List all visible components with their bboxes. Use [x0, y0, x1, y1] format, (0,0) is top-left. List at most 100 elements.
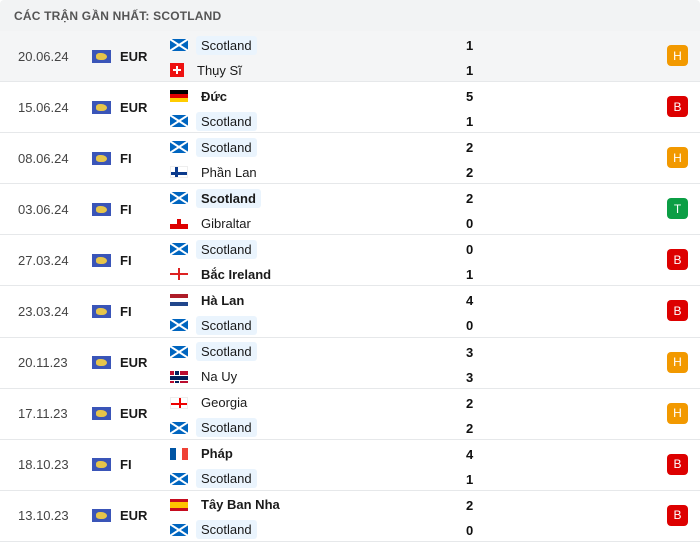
result-badge: T: [667, 198, 688, 220]
away-team[interactable]: Scotland: [170, 314, 257, 336]
team-name: Scotland: [196, 111, 257, 131]
home-team[interactable]: Georgia: [170, 392, 252, 414]
flag-france-icon: [170, 447, 188, 460]
home-team[interactable]: Tây Ban Nha: [170, 494, 285, 516]
home-team[interactable]: Scotland: [170, 34, 257, 56]
flag-scotland-icon: [170, 39, 188, 51]
competition-name: FI: [120, 252, 132, 268]
competition-world-icon: [92, 407, 111, 421]
home-score: 0: [466, 242, 474, 258]
away-team[interactable]: Phần Lan: [170, 161, 262, 183]
team-name: Đức: [201, 88, 228, 104]
competition-name: EUR: [120, 355, 148, 371]
away-team[interactable]: Na Uy: [170, 366, 242, 388]
flag-gibraltar-icon: [170, 217, 188, 230]
flag-scotland-icon: [170, 141, 188, 154]
match-date: 23.03.24: [18, 304, 69, 320]
home-team[interactable]: Scotland: [170, 341, 257, 363]
match-date: 20.11.23: [18, 355, 68, 371]
flag-scotland-icon: [170, 319, 188, 332]
competition-name: EUR: [120, 508, 148, 524]
result-badge: H: [667, 147, 688, 169]
match-date: 15.06.24: [18, 99, 69, 115]
competition: FI: [92, 440, 132, 490]
section-header: CÁC TRẬN GẦN NHẤT: SCOTLAND: [0, 0, 700, 31]
away-score: 1: [466, 471, 474, 487]
home-score: 2: [466, 497, 474, 513]
home-team[interactable]: Scotland: [170, 238, 257, 260]
competition-name: EUR: [120, 48, 148, 64]
team-name: Scotland: [196, 342, 257, 362]
away-team[interactable]: Scotland: [170, 468, 257, 490]
match-row[interactable]: 18.10.23 FI Pháp Scotland 4 1 B: [0, 440, 700, 491]
flag-spain-icon: [170, 498, 188, 511]
team-name: Bắc Ireland: [201, 266, 272, 282]
home-team[interactable]: Đức: [170, 85, 232, 107]
competition-world-icon: [92, 202, 111, 216]
flag-germany-icon: [170, 90, 188, 103]
away-team[interactable]: Bắc Ireland: [170, 263, 276, 285]
match-date: 03.06.24: [18, 201, 69, 217]
competition-name: FI: [120, 150, 132, 166]
competition-name: EUR: [120, 406, 148, 422]
flag-scotland-icon: [170, 523, 188, 536]
match-row[interactable]: 27.03.24 FI Scotland Bắc Ireland 0 1 B: [0, 235, 700, 287]
away-team[interactable]: Gibraltar: [170, 212, 256, 234]
team-name: Scotland: [196, 188, 261, 208]
home-score: 4: [466, 446, 474, 462]
result-badge: B: [667, 249, 688, 271]
match-row[interactable]: 17.11.23 EUR Georgia Scotland 2 2 H: [0, 389, 700, 440]
match-date: 20.06.24: [18, 48, 69, 64]
match-row[interactable]: 08.06.24 FI Scotland Phần Lan 2 2 H: [0, 133, 700, 185]
team-name: Georgia: [201, 395, 248, 411]
home-team[interactable]: Scotland: [170, 136, 257, 158]
match-row[interactable]: 23.03.24 FI Hà Lan Scotland 4 0 B: [0, 286, 700, 338]
result-badge: B: [667, 504, 688, 526]
away-score: 0: [466, 522, 474, 538]
away-team[interactable]: Thụy Sĩ: [170, 59, 247, 81]
home-score: 3: [466, 344, 474, 360]
competition-name: FI: [120, 201, 132, 217]
competition-world-icon: [92, 458, 111, 472]
away-team[interactable]: Scotland: [170, 110, 257, 132]
home-team[interactable]: Hà Lan: [170, 289, 249, 311]
competition: EUR: [92, 338, 147, 388]
team-name: Scotland: [196, 418, 257, 438]
competition-name: FI: [120, 457, 132, 473]
team-name: Gibraltar: [201, 215, 251, 231]
away-score: 3: [466, 369, 474, 385]
match-row[interactable]: 15.06.24 EUR Đức Scotland 5 1 B: [0, 82, 700, 134]
flag-georgia-icon: [170, 396, 188, 409]
team-name: Scotland: [196, 137, 257, 157]
team-name: Scotland: [196, 520, 257, 540]
match-row[interactable]: 20.11.23 EUR Scotland Na Uy 3 3 H: [0, 338, 700, 389]
team-name: Scotland: [196, 315, 257, 335]
match-row[interactable]: 13.10.23 EUR Tây Ban Nha Scotland 2 0 B: [0, 491, 700, 542]
home-team[interactable]: Pháp: [170, 443, 238, 465]
home-score: 4: [466, 293, 474, 309]
match-row[interactable]: 20.06.24 EUR Scotland Thụy Sĩ 1 1 H: [0, 31, 700, 83]
home-score: 2: [466, 191, 474, 207]
flag-finland-icon: [170, 166, 188, 179]
away-team[interactable]: Scotland: [170, 519, 257, 541]
flag-scotland-icon: [170, 421, 188, 434]
competition-name: FI: [120, 304, 132, 320]
competition: EUR: [92, 491, 147, 541]
home-score: 5: [466, 89, 474, 105]
competition-world-icon: [92, 356, 111, 370]
flag-netherlands-icon: [170, 294, 188, 307]
competition: EUR: [92, 389, 147, 439]
flag-scotland-icon: [170, 243, 188, 256]
result-badge: B: [667, 96, 688, 118]
away-score: 1: [466, 63, 474, 78]
flag-norway-icon: [170, 370, 188, 383]
flag-scotland-icon: [170, 472, 188, 485]
away-score: 2: [466, 420, 474, 436]
match-date: 27.03.24: [18, 252, 69, 268]
team-name: Na Uy: [201, 369, 238, 385]
section-title: CÁC TRẬN GẦN NHẤT: SCOTLAND: [14, 8, 222, 23]
match-row[interactable]: 03.06.24 FI Scotland Gibraltar 2 0 T: [0, 184, 700, 236]
away-team[interactable]: Scotland: [170, 417, 257, 439]
team-name: Scotland: [196, 469, 257, 489]
home-team[interactable]: Scotland: [170, 187, 261, 209]
